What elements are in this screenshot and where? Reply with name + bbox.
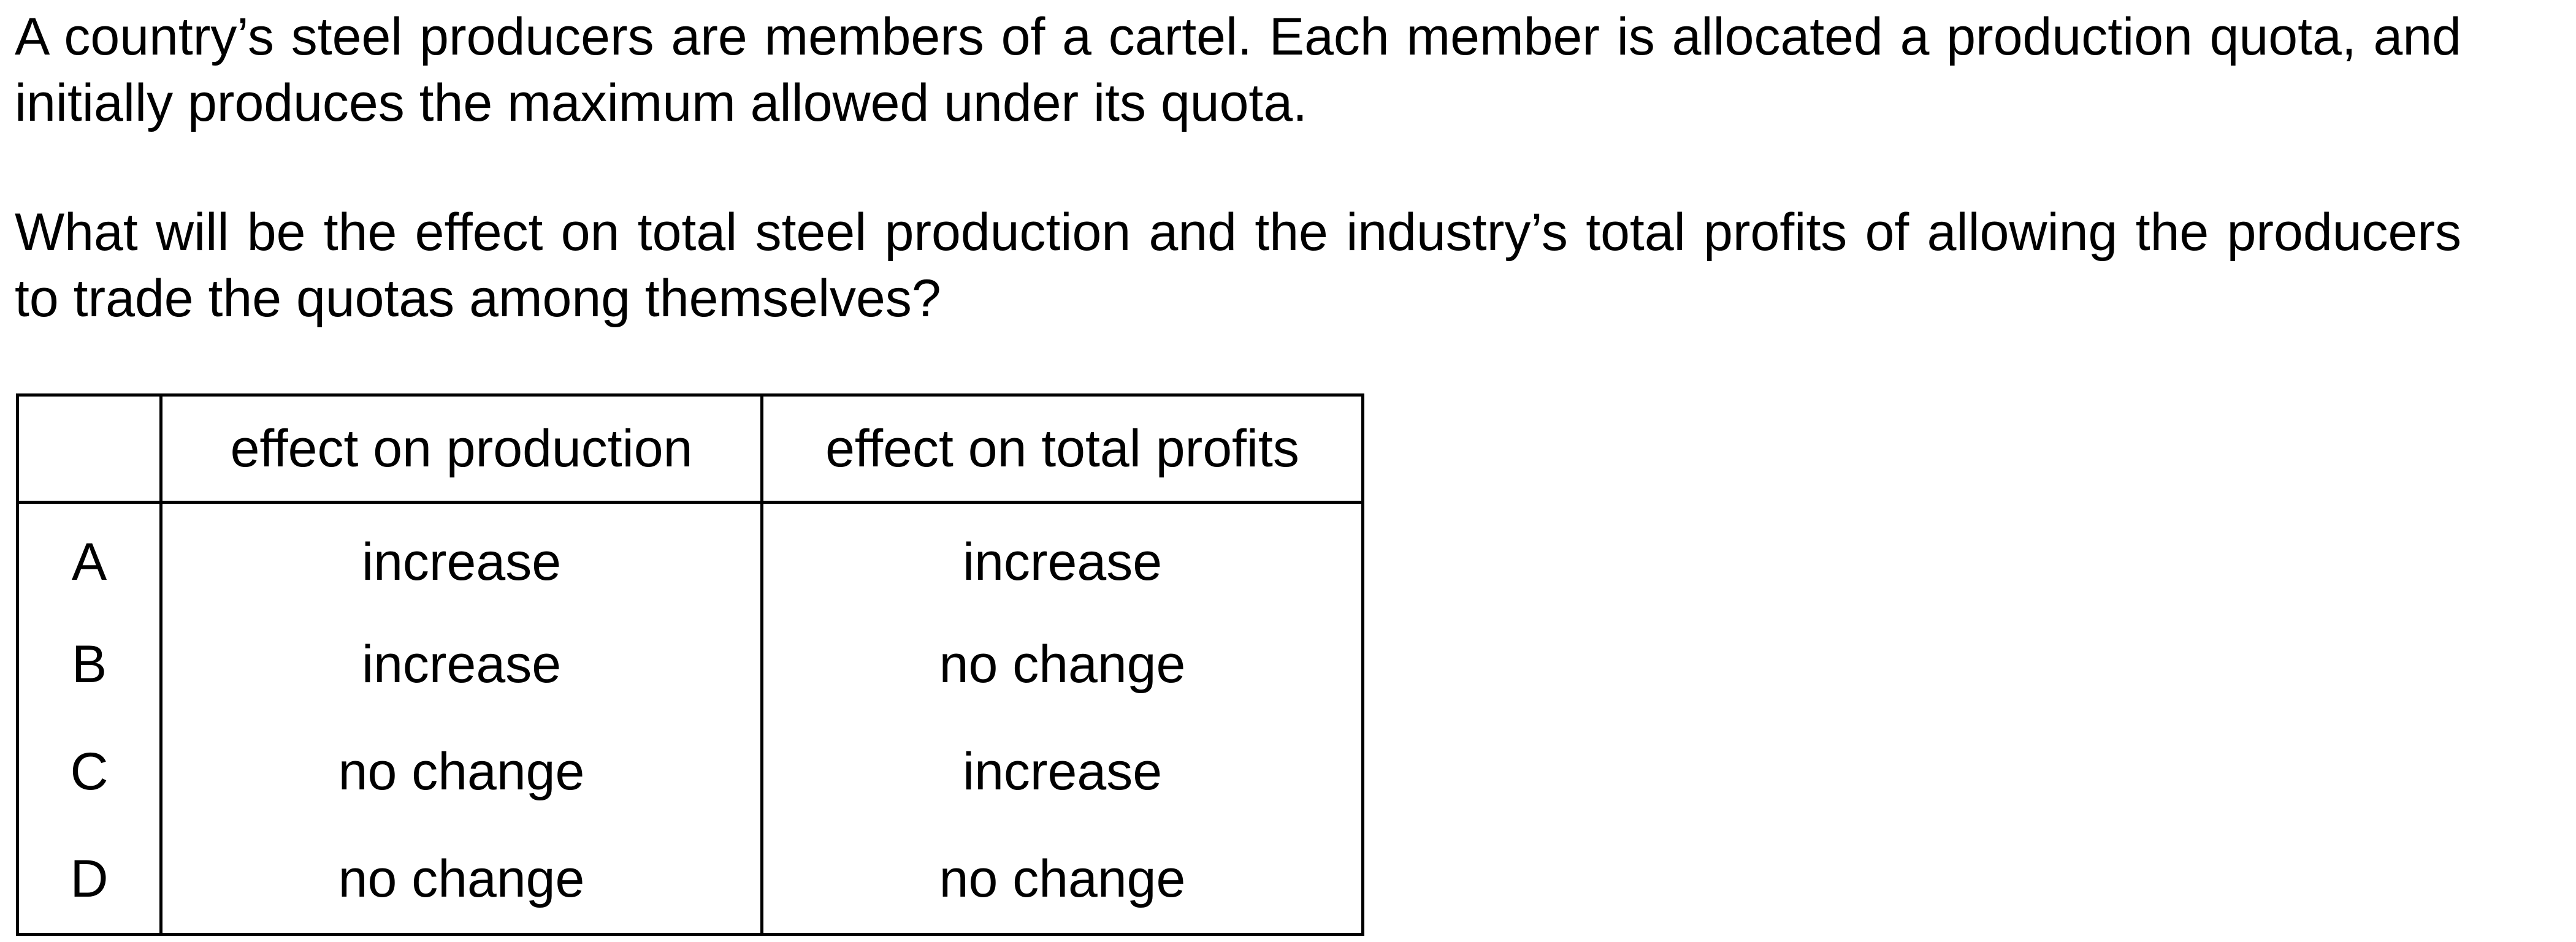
option-row-b: B increase no change — [16, 611, 1364, 718]
option-key: C — [16, 718, 162, 826]
header-effect-on-total-profits: effect on total profits — [760, 393, 1364, 504]
question-paragraph-1: A country’s steel producers are members … — [15, 7, 2461, 132]
profits-cell: increase — [760, 502, 1364, 611]
production-cell: increase — [159, 611, 763, 718]
profits-cell: no change — [760, 611, 1364, 718]
option-key: A — [16, 502, 162, 611]
option-row-d: D no change no change — [16, 826, 1364, 936]
option-key: D — [16, 826, 162, 936]
option-row-c: C no change increase — [16, 718, 1364, 826]
header-effect-on-production: effect on production — [159, 393, 763, 504]
table-header-row: effect on production effect on total pro… — [16, 393, 1364, 504]
profits-cell: no change — [760, 826, 1364, 936]
option-key: B — [16, 611, 162, 718]
option-row-a: A increase increase — [16, 502, 1364, 611]
production-cell: no change — [159, 718, 763, 826]
profits-cell: increase — [760, 718, 1364, 826]
production-cell: increase — [159, 502, 763, 611]
header-corner-cell — [16, 393, 162, 504]
question-paragraph-2: What will be the effect on total steel p… — [15, 203, 2461, 328]
production-cell: no change — [159, 826, 763, 936]
answer-options-table: effect on production effect on total pro… — [16, 393, 1364, 936]
